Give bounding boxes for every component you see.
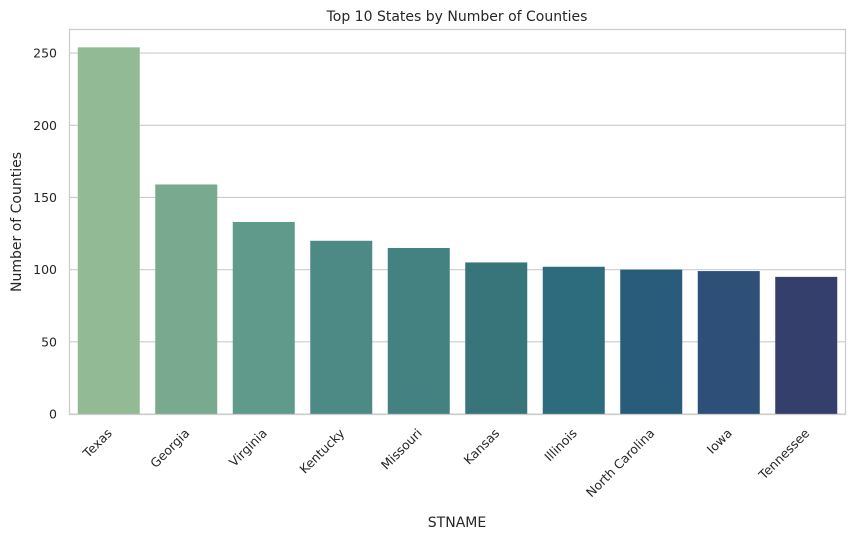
bar-iowa	[697, 271, 760, 414]
bar-virginia	[232, 222, 295, 414]
bar-kansas	[465, 262, 528, 414]
y-tick-label: 50	[41, 334, 57, 349]
x-tick-label: Iowa	[704, 426, 735, 457]
y-axis-label: Number of Counties	[9, 152, 25, 292]
x-tick-label: Georgia	[147, 426, 192, 471]
bar-kentucky	[310, 240, 373, 414]
chart-title: Top 10 States by Number of Counties	[326, 9, 588, 25]
x-tick-label: Illinois	[541, 426, 580, 465]
x-tick-label: Virginia	[226, 426, 270, 470]
bars	[77, 47, 838, 415]
x-axis-label: STNAME	[428, 515, 486, 531]
x-tick-label: North Carolina	[583, 426, 658, 501]
bar-illinois	[542, 266, 605, 414]
x-tick-label: Kentucky	[296, 425, 347, 476]
bar-georgia	[155, 184, 218, 414]
y-tick-label: 200	[33, 118, 57, 133]
bar-tennessee	[775, 276, 838, 414]
y-tick-label: 100	[33, 262, 57, 277]
y-tick-label: 150	[33, 190, 57, 205]
y-tick-label: 0	[49, 407, 57, 422]
bar-texas	[77, 47, 140, 415]
x-tick-label: Texas	[79, 426, 115, 462]
bar-missouri	[387, 247, 450, 414]
plot-frame	[68, 28, 847, 416]
bar-north-carolina	[620, 269, 683, 414]
x-tick-labels: Texas Georgia Virginia Kentucky Missouri Kans…	[79, 425, 812, 500]
x-tick-label: Missouri	[378, 426, 425, 473]
y-tick-label: 250	[33, 46, 57, 61]
x-tick-label: Kansas	[460, 426, 502, 468]
x-tick-label: Tennessee	[755, 425, 813, 483]
y-tick-labels: 0 50 100 150 200 250	[33, 46, 57, 422]
